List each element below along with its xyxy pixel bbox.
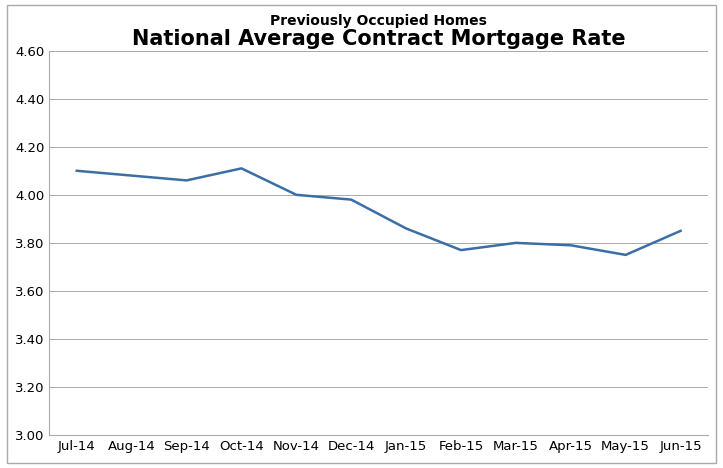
Title: National Average Contract Mortgage Rate: National Average Contract Mortgage Rate bbox=[132, 29, 625, 49]
Text: Previously Occupied Homes: Previously Occupied Homes bbox=[270, 14, 487, 28]
